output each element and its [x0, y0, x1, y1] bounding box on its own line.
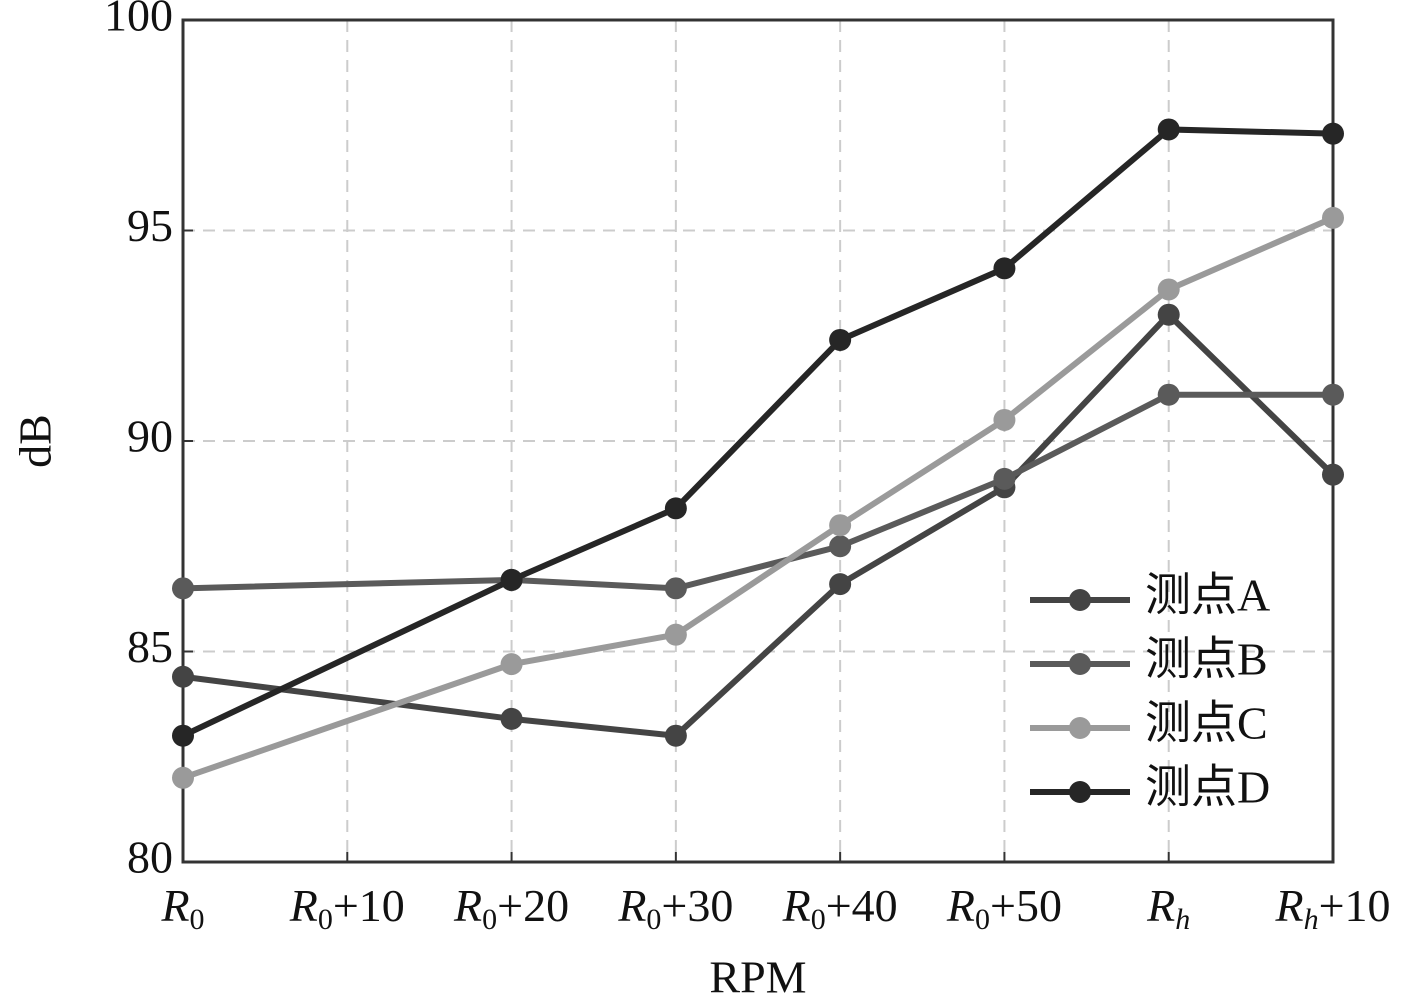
point: [664, 623, 687, 646]
legend-label: 测点A: [1145, 570, 1270, 621]
point: [829, 573, 852, 596]
y-tick-label: 90: [127, 411, 173, 462]
x-tick-label: R0: [160, 880, 204, 936]
point: [500, 568, 523, 591]
point: [1157, 118, 1180, 141]
point: [1322, 383, 1344, 406]
y-tick-label: 80: [127, 832, 173, 883]
point: [1322, 122, 1344, 145]
point: [172, 766, 194, 789]
point: [993, 408, 1016, 431]
point: [1322, 206, 1344, 229]
point: [172, 665, 194, 688]
legend-marker: [1069, 717, 1091, 739]
legend-marker: [1069, 781, 1091, 803]
x-tick-label: R0+30: [617, 880, 733, 936]
y-tick-label: 85: [127, 621, 173, 672]
x-tick-label: Rh: [1146, 880, 1190, 936]
point: [500, 653, 523, 676]
plot-frame: [181, 18, 1335, 864]
point: [1157, 383, 1180, 406]
point: [500, 707, 523, 730]
x-tick-label: R0+50: [946, 880, 1062, 936]
point: [1322, 463, 1344, 486]
point: [829, 328, 852, 351]
y-tick-label: 100: [104, 0, 173, 41]
legend-marker: [1069, 653, 1091, 675]
point: [172, 577, 194, 600]
point: [829, 514, 852, 537]
legend-label: 测点D: [1145, 762, 1270, 813]
point: [664, 724, 687, 747]
x-axis-label: RPM: [709, 952, 806, 1003]
legend-label: 测点B: [1145, 634, 1268, 685]
series-line: [182, 215, 1335, 781]
x-tick-label: R0+40: [782, 880, 898, 936]
point: [1157, 278, 1180, 301]
point: [172, 724, 194, 747]
point: [1157, 303, 1180, 326]
y-tick-label: 95: [127, 200, 173, 251]
legend-label: 测点C: [1145, 698, 1268, 749]
x-tick-label: R0+20: [453, 880, 569, 936]
point: [993, 467, 1016, 490]
x-tick-label: R0+10: [289, 880, 405, 936]
point: [664, 577, 687, 600]
point: [993, 257, 1016, 280]
point: [664, 497, 687, 520]
x-tick-label: Rh+10: [1274, 880, 1390, 936]
point: [829, 535, 852, 558]
legend-marker: [1069, 589, 1091, 611]
y-axis-label: dB: [10, 414, 61, 468]
